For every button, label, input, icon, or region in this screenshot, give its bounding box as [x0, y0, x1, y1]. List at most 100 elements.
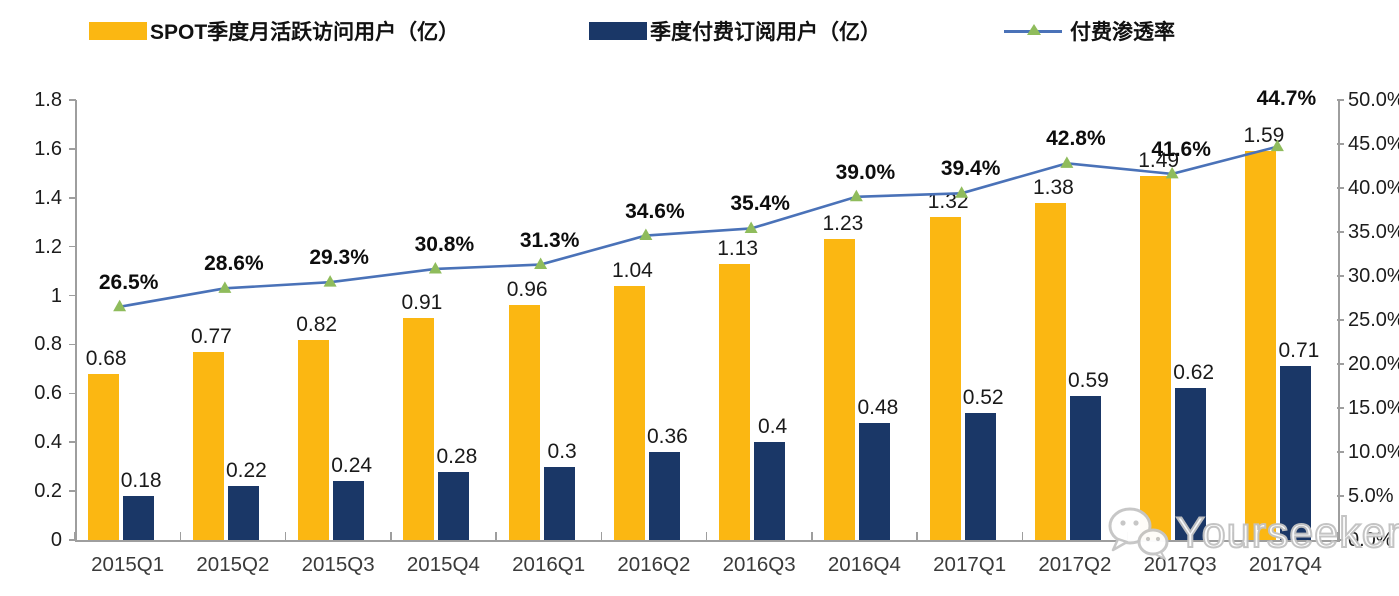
y-axis-left-tick — [69, 539, 76, 541]
x-axis-tick — [811, 532, 813, 540]
bar-subscribers — [1069, 395, 1101, 540]
bar-subscribers — [648, 452, 680, 540]
bar-subscribers — [859, 422, 891, 540]
y-axis-left-label: 1 — [50, 284, 62, 307]
bar-mau — [824, 239, 856, 540]
line-marker-triangle — [113, 299, 127, 312]
x-axis-tick — [1232, 532, 1234, 540]
y-axis-right-label: 30.0% — [1348, 265, 1399, 287]
bar-label-subscribers: 0.59 — [1067, 368, 1109, 392]
y-axis-right-label: 45.0% — [1348, 133, 1399, 155]
y-axis-left-label: 1.4 — [34, 186, 62, 209]
y-axis-left-label: 1.8 — [34, 89, 62, 111]
y-axis-right-tick — [1337, 539, 1344, 541]
bar-mau — [929, 217, 961, 540]
line-marker-triangle — [323, 275, 337, 287]
bar-label-mau: 0.68 — [85, 346, 127, 370]
y-axis-right-tick — [1337, 187, 1344, 189]
legend-item-mau: SPOT季度月活跃访问用户（亿） — [89, 18, 459, 44]
bar-subscribers — [438, 471, 470, 540]
y-axis-right-tick — [1337, 363, 1344, 365]
line-marker-triangle — [744, 221, 758, 233]
legend-label-mau: SPOT季度月活跃访问用户（亿） — [150, 21, 460, 44]
x-axis — [75, 540, 1340, 542]
y-axis-right-label: 0.0% — [1348, 529, 1394, 551]
penetration-label: 28.6% — [204, 252, 264, 276]
y-axis-right-label: 40.0% — [1348, 177, 1399, 199]
y-axis-left-tick — [69, 392, 76, 395]
penetration-label: 39.0% — [835, 160, 896, 184]
bar-label-subscribers: 0.52 — [962, 385, 1004, 409]
line-marker-triangle — [1165, 166, 1179, 179]
y-axis-right-label: 20.0% — [1348, 353, 1399, 375]
y-axis-left-tick — [69, 99, 76, 101]
y-axis-left-tick — [69, 343, 76, 346]
x-axis-category-label: 2017Q3 — [1143, 553, 1217, 576]
legend-item-penetration: 付费渗透率 — [1004, 18, 1175, 44]
bar-mau — [1245, 151, 1277, 540]
y-axis-left-tick — [69, 245, 76, 248]
y-axis-right-tick — [1337, 319, 1344, 321]
penetration-label: 35.4% — [730, 192, 790, 216]
penetration-label: 30.8% — [414, 232, 475, 256]
line-marker-triangle — [534, 257, 548, 270]
y-axis-right-label: 5.0% — [1348, 485, 1394, 507]
y-axis-left-tick — [69, 197, 76, 199]
line-marker-triangle — [849, 189, 863, 202]
bar-label-subscribers: 0.3 — [547, 439, 577, 463]
bar-mau — [1140, 175, 1172, 540]
y-axis-left-label: 1.2 — [34, 235, 62, 258]
y-axis-left-tick — [69, 490, 76, 492]
y-axis-right-label: 25.0% — [1348, 309, 1399, 331]
bar-label-subscribers: 0.18 — [120, 469, 162, 492]
x-axis-category-label: 2017Q1 — [933, 553, 1007, 576]
y-axis-left-tick — [69, 148, 76, 150]
x-axis-tick — [390, 532, 392, 540]
bar-label-subscribers: 0.71 — [1278, 339, 1320, 363]
y-axis-right-tick — [1337, 495, 1344, 497]
bar-label-subscribers: 0.36 — [646, 425, 688, 448]
bar-mau — [87, 373, 119, 540]
bar-label-mau: 1.13 — [717, 236, 759, 260]
penetration-label: 44.7% — [1256, 86, 1317, 110]
y-axis-right-tick — [1337, 275, 1344, 277]
bar-mau — [192, 351, 224, 540]
line-marker-triangle — [639, 228, 653, 241]
bar-label-mau: 0.96 — [506, 278, 548, 302]
bar-label-mau: 1.38 — [1032, 175, 1074, 199]
bar-subscribers — [964, 412, 996, 540]
y-axis-right-tick — [1337, 451, 1344, 453]
penetration-label: 42.8% — [1046, 127, 1106, 151]
bar-subscribers — [227, 486, 259, 540]
bar-label-mau: 0.77 — [190, 324, 232, 348]
x-axis-tick — [74, 532, 76, 540]
bar-label-subscribers: 0.28 — [436, 444, 478, 468]
x-axis-category-label: 2015Q4 — [406, 553, 480, 576]
y-axis-right-label: 50.0% — [1348, 89, 1399, 111]
y-axis-left-label: 0.2 — [34, 480, 62, 503]
x-axis-tick — [284, 532, 287, 540]
penetration-label: 29.3% — [309, 246, 369, 270]
y-axis-left — [75, 100, 77, 540]
x-axis-tick — [1337, 532, 1339, 540]
x-axis-tick — [495, 532, 497, 540]
y-axis-right-label: 35.0% — [1348, 221, 1399, 243]
bar-mau — [508, 305, 540, 540]
legend-label-subscribers: 季度付费订阅用户（亿） — [650, 21, 881, 44]
legend-triangle-marker-icon — [1027, 24, 1041, 35]
watermark-text: Yourseeker — [1175, 508, 1399, 558]
penetration-label: 31.3% — [519, 228, 580, 252]
y-axis-left-label: 0.6 — [34, 382, 62, 405]
bar-label-mau: 0.82 — [296, 312, 338, 336]
y-axis-right-label: 15.0% — [1348, 397, 1399, 419]
line-marker-triangle — [955, 186, 969, 198]
y-axis-right-label: 10.0% — [1348, 441, 1399, 463]
legend-line-marker — [1004, 22, 1062, 40]
bar-label-mau: 1.59 — [1243, 124, 1285, 148]
bar-label-subscribers: 0.62 — [1173, 361, 1215, 385]
bar-label-subscribers: 0.48 — [857, 395, 899, 419]
legend-label-penetration: 付费渗透率 — [1070, 21, 1175, 44]
x-axis-category-label: 2017Q4 — [1248, 553, 1322, 576]
y-axis-right-tick — [1337, 231, 1344, 233]
